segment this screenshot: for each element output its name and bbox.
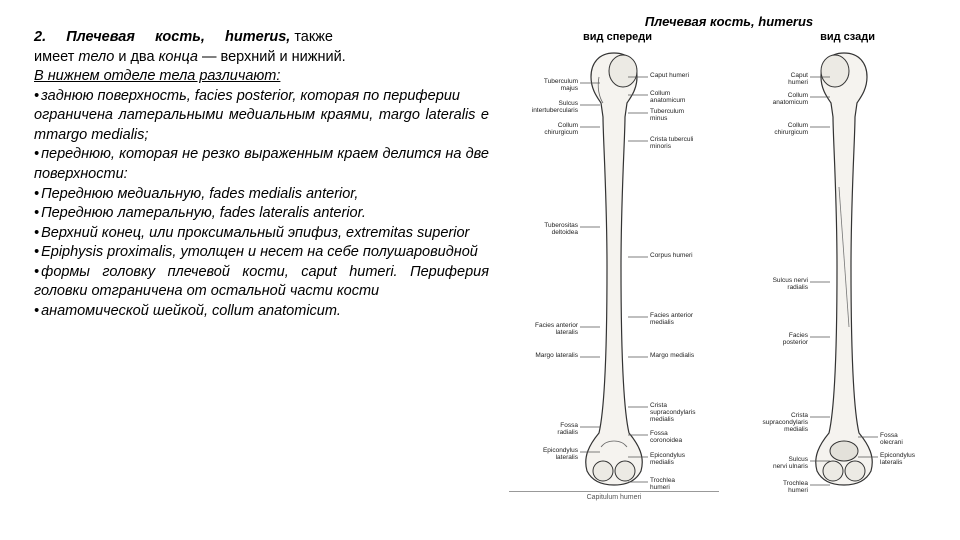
anatomy-label: Cristasupracondylarismedialis xyxy=(762,413,808,433)
anatomy-label: Collumchirurgicum xyxy=(544,123,578,137)
anatomy-label: Collumanatomicum xyxy=(773,93,808,107)
anatomy-label: Caput humeri xyxy=(650,73,689,80)
bullet: Переднюю медиальную, fades medialis ante… xyxy=(34,185,489,205)
text-column: 2. Плечевая кость, humerus, также имеет … xyxy=(0,0,499,540)
bottom-caption: Capitulum humeri xyxy=(509,491,719,501)
num: 2. xyxy=(34,29,46,45)
anatomy-label: Collumchirurgicum xyxy=(774,123,808,137)
anatomy-label: Trochleahumeri xyxy=(650,478,675,492)
anatomy-label: Collumanatomicum xyxy=(650,91,685,105)
posterior-bone: Caputhumeri Collumanatomicum Collumchirurg… xyxy=(739,47,949,507)
anatomy-label: Epicondyluslateralis xyxy=(543,448,578,462)
anatomy-label: Epicondylusmedialis xyxy=(650,453,685,467)
anatomy-label: Facies anteriormedialis xyxy=(650,313,693,327)
bullet: Epiphysis proximalis, утолщен и несет на… xyxy=(34,243,489,263)
anatomy-label: Fossaolecrani xyxy=(880,433,903,447)
bullet: Верхний конец, или проксимальный эпифиз,… xyxy=(34,224,489,244)
w: humerus, xyxy=(225,29,290,45)
bullet: Переднюю латеральную, fades lateralis an… xyxy=(34,204,489,224)
subhead: В нижнем отделе тела различают: xyxy=(34,67,489,87)
anatomy-label: Cristasupracondylarismedialis xyxy=(650,403,696,423)
view-posterior-label: вид сзади xyxy=(820,31,875,43)
w: Плечевая xyxy=(66,29,135,45)
anatomy-label: Sulcusnervi ulnaris xyxy=(773,457,808,471)
anatomy-label: Sulcusintertubercularis xyxy=(532,101,578,115)
w: также xyxy=(294,29,333,45)
w: кость, xyxy=(155,29,205,45)
anatomy-label: Crista tuberculiminoris xyxy=(650,137,693,151)
diagram-column: Плечевая кость, humerus вид спереди вид … xyxy=(499,0,959,540)
anatomy-label: Fossaradialis xyxy=(557,423,578,437)
view-anterior-label: вид спереди xyxy=(583,31,652,43)
line: ограничена латеральными медиальным краям… xyxy=(34,106,489,145)
anatomy-label: Tuberculumminus xyxy=(650,109,684,123)
anatomy-label: Margo medialis xyxy=(650,353,694,360)
anatomy-label: Margo lateralis xyxy=(535,353,578,360)
bullet: анатомической шейкой, collum anatomicum. xyxy=(34,302,489,322)
anatomy-label: Trochleahumeri xyxy=(783,481,808,495)
anatomy-label: Faciesposterior xyxy=(783,333,808,347)
bullet: переднюю, которая не резко выраженным кр… xyxy=(34,145,489,184)
anatomy-label: Tuberositasdeltoidea xyxy=(544,223,578,237)
anatomy-label: Tuberculummajus xyxy=(544,79,578,93)
bullet: заднюю поверхность, facies posterior, ко… xyxy=(34,87,489,107)
diagram-title: Плечевая кость, humerus xyxy=(499,14,959,29)
anatomy-label: Corpus humeri xyxy=(650,253,693,260)
anatomy-label: Caputhumeri xyxy=(788,73,808,87)
anterior-bone: Capitulum humeri Tuberculummajus Sulcusin… xyxy=(509,47,719,507)
anatomy-label: Facies anteriorlateralis xyxy=(535,323,578,337)
anatomy-label: Epicondyluslateralis xyxy=(880,453,915,467)
bullet: формы головку плечевой кости, caput hume… xyxy=(34,263,489,302)
anatomy-label: Sulcus nerviradialis xyxy=(773,278,808,292)
anatomy-label: Fossacoronoidea xyxy=(650,431,682,445)
